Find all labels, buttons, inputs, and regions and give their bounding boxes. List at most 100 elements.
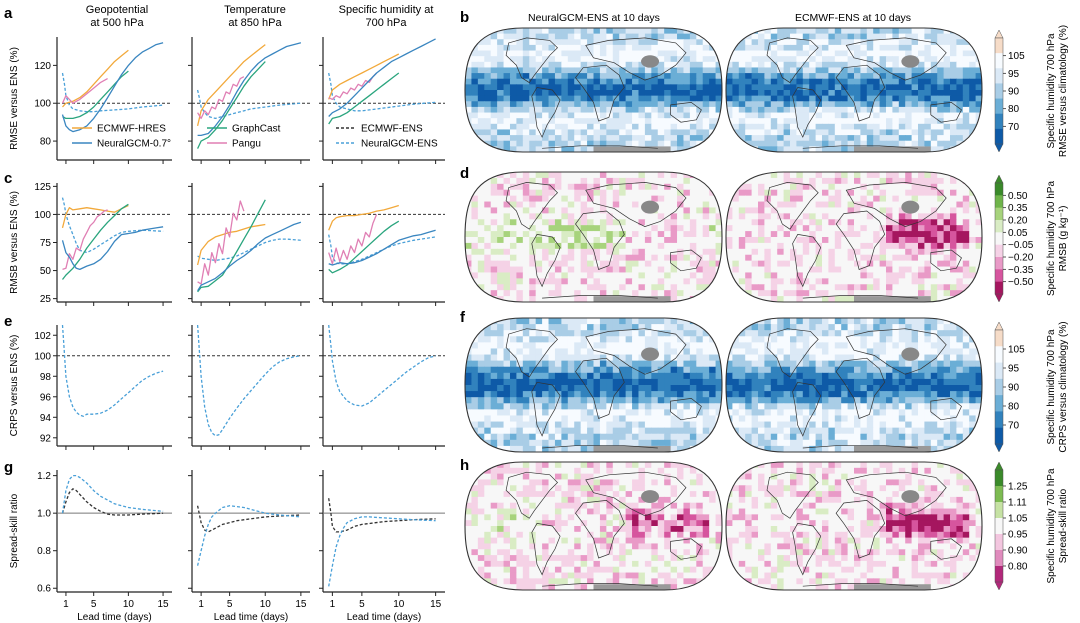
colorbar-segment [995,427,1003,445]
maps [464,27,983,591]
y-tick-label: 125 [34,182,51,193]
colorbar-tick-label: 0.90 [1008,546,1028,557]
colorbar-label: Spread-skill ratio [1058,488,1069,563]
colorbar-f: 105 95 90 80 70 Specific humidity 700 hPa CRPS… [994,321,1069,453]
legend-item-graphcast: GraphCast [207,124,281,135]
masked-region [901,490,920,503]
x-tick-label: 5 [227,599,233,610]
coastline [802,444,919,449]
y-tick-label: 92 [40,433,52,444]
coastline [531,381,561,437]
masked-region [641,55,660,68]
legend-label: Pangu [232,139,261,150]
coastline [531,234,561,288]
masked-region [641,200,660,214]
colorbar-b: 105 95 90 80 70 Specific humidity 700 hPa RMSE… [994,25,1069,157]
series-neuralgcm-0-7- [197,42,302,137]
map-f-neuralgcm-ens [464,317,723,453]
masked-region [641,347,660,361]
series-neuralgcm-ens [61,474,164,514]
colorbar-segment [995,53,1003,69]
column-title-3-line1: Specific humidity at [339,4,434,16]
colorbar-tick-label: 70 [1008,421,1020,432]
column-title-1-line2: at 500 hPa [90,17,144,29]
coastline [542,295,658,299]
map-border [725,171,983,303]
map-border [725,317,983,453]
panel-label-d: d [460,165,469,182]
y-tick-label: 80 [40,137,52,148]
colorbar-tick-label: 0.50 [1008,191,1028,202]
coastline [670,102,702,123]
legend-label: NeuralGCM-ENS [361,139,438,150]
line-charts: RMSE versus ENS (%) 80 100 120 RMSB versus E… [9,37,445,623]
colorbar-segment [995,183,1003,196]
ylabel-c: RMSB versus ENS (%) [9,191,20,294]
colorbar-segment [995,395,1003,412]
series-ecmwf-ens [61,488,164,516]
colorbar-tick-label: 80 [1008,104,1020,115]
coastline [575,357,625,419]
coastline [531,523,561,576]
x-tick-label: 5 [359,599,365,610]
colorbar-segment [995,38,1003,54]
coastline [835,357,886,419]
coastline [792,87,822,138]
legend-item-ecmwf-ens: ECMWF-ENS [336,124,423,135]
masked-region [901,200,920,214]
y-tick-label: 0.6 [37,584,51,595]
colorbar-tick-label: 105 [1008,51,1025,62]
series-neuralgcm-0-7- [328,229,436,266]
colorbar-segment [995,330,1003,347]
y-tick-label: 75 [40,238,52,249]
coastline [835,64,886,122]
colorbar-segment [995,411,1003,429]
series-pangu [197,76,245,120]
series-ecmwf-hres [328,204,399,231]
y-tick-label: 102 [34,331,51,342]
colorbar-tick-label: 0.80 [1008,562,1028,573]
coastline [792,234,822,288]
coastline [930,398,962,421]
y-tick-label: 100 [34,210,51,221]
legend-item-ecmwf-hres: ECMWF-HRES [72,124,166,135]
colorbar-label: RMSB (g kg⁻¹) [1058,206,1069,272]
coastline [575,500,625,559]
x-tick-label: 15 [295,599,307,610]
colorbar-h: 1.25 1.11 1.05 0.95 0.90 0.80 Specific humidit… [994,461,1069,591]
x-tick-label: 10 [260,599,272,610]
map-border [464,317,723,453]
coastline [766,182,819,230]
coastline [835,500,886,559]
x-tick-label: 15 [430,599,442,610]
colorbar-segment [995,195,1003,209]
masked-region [901,55,920,68]
x-axis-label: Lead time (days) [347,612,421,623]
series-neuralgcm-ens [196,505,301,566]
colorbar-segment [995,281,1003,295]
coastline [575,210,625,270]
colorbar-segment [995,232,1003,246]
coastline [845,37,947,81]
coastline [585,471,687,517]
coastline [766,471,819,519]
colorbar-segment [995,83,1003,99]
colorbar-segment [995,269,1003,283]
legend-label: ECMWF-ENS [361,124,423,135]
x-tick-label: 10 [393,599,405,610]
coastline [531,87,561,138]
x-tick-label: 1 [63,599,69,610]
coastline [802,145,919,149]
colorbar-tick-label: 95 [1008,364,1020,375]
panel-label-g: g [4,459,13,476]
coastline [505,328,558,378]
y-tick-label: 96 [40,392,52,403]
colorbar-tick-label: 70 [1008,122,1020,133]
coastline [585,182,687,227]
series-ecmwf-hres [61,204,129,229]
coastline [575,64,625,122]
column-title-1-line1: Geopotential [86,4,148,16]
masked-region [641,490,660,503]
colorbar-tick-label: −0.35 [1008,265,1034,276]
